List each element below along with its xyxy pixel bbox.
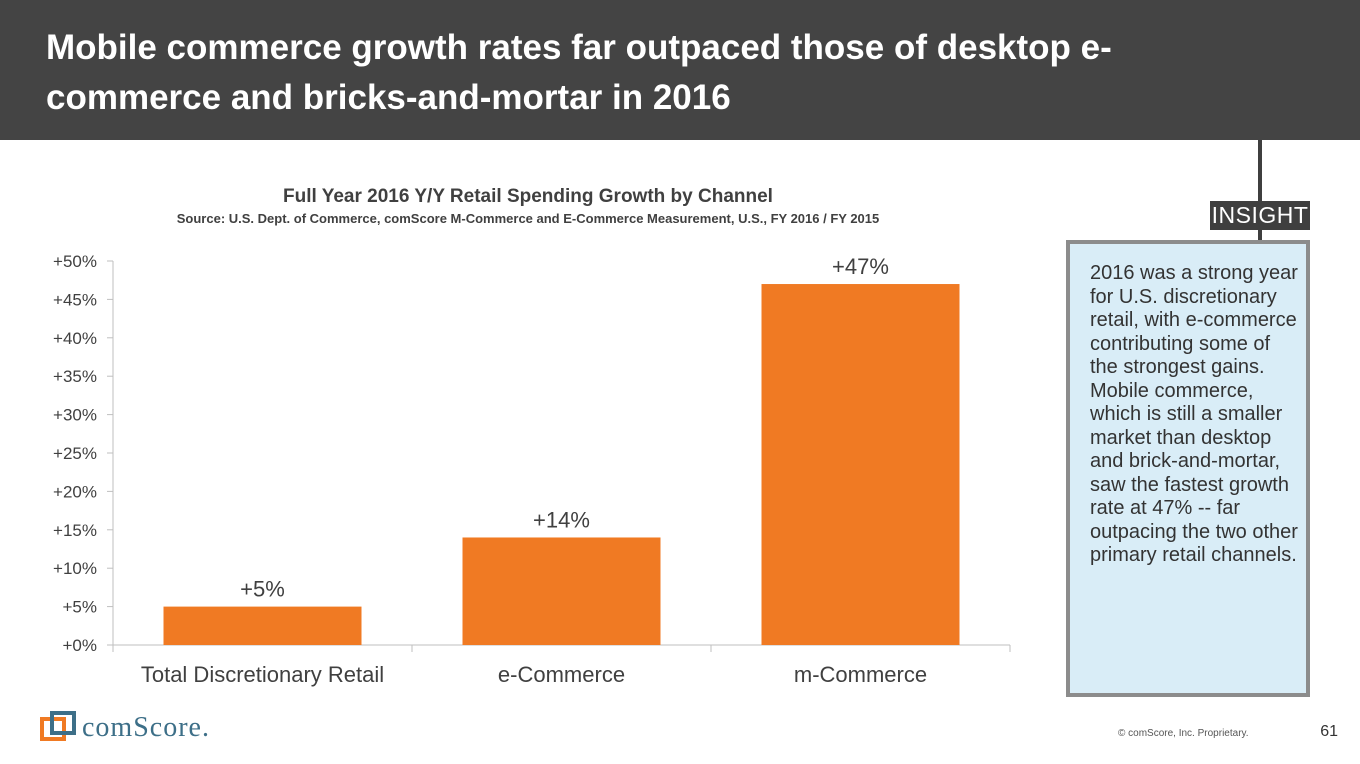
chart-source: Source: U.S. Dept. of Commerce, comScore… [176, 211, 880, 226]
y-tick-label: +5% [63, 598, 98, 617]
y-tick-label: +15% [53, 521, 97, 540]
bar-data-label: +14% [533, 507, 590, 532]
insight-panel: 2016 was a strong year for U.S. discreti… [1066, 240, 1310, 697]
bar [761, 284, 960, 645]
x-category-label: m-Commerce [794, 662, 927, 687]
y-tick-label: +50% [53, 252, 97, 271]
page-number: 61 [1320, 723, 1338, 740]
y-tick-label: +10% [53, 559, 97, 578]
y-tick-label: +35% [53, 367, 97, 386]
x-category-label: Total Discretionary Retail [141, 662, 384, 687]
copyright-notice: © comScore, Inc. Proprietary. [1118, 728, 1249, 739]
insight-connector [1258, 140, 1262, 240]
bars [163, 284, 960, 645]
x-axis: Total Discretionary Retail e-Commerce m-Co… [112, 644, 1011, 687]
y-tick-label: +0% [63, 636, 98, 655]
y-tick-label: +25% [53, 444, 97, 463]
header-banner: Mobile commerce growth rates far outpace… [0, 0, 1360, 140]
bar [163, 606, 362, 645]
chart-title: Full Year 2016 Y/Y Retail Spending Growt… [283, 186, 773, 207]
y-tick-label: +30% [53, 406, 97, 425]
bar [462, 537, 661, 645]
insight-label: INSIGHT [1210, 201, 1310, 230]
bar-labels: +5% +14% +47% [240, 254, 889, 602]
comscore-logo-icon [40, 711, 76, 741]
insight-text: 2016 was a strong year for U.S. discreti… [1090, 262, 1298, 566]
comscore-logo-text: comScore. [82, 712, 210, 743]
bar-data-label: +5% [240, 577, 285, 602]
y-tick-label: +40% [53, 329, 97, 348]
bar-data-label: +47% [832, 254, 889, 279]
page-title: Mobile commerce growth rates far outpace… [46, 28, 1112, 117]
x-category-label: e-Commerce [498, 662, 625, 687]
bar-chart: +0% +5% +10% +15% +20% +25% +30% +35% +40% +45% +5… [53, 252, 1011, 687]
y-tick-label: +20% [53, 482, 97, 501]
y-tick-label: +45% [53, 290, 97, 309]
y-axis: +0% +5% +10% +15% +20% +25% +30% +35% +40% +45% +5… [53, 252, 114, 655]
